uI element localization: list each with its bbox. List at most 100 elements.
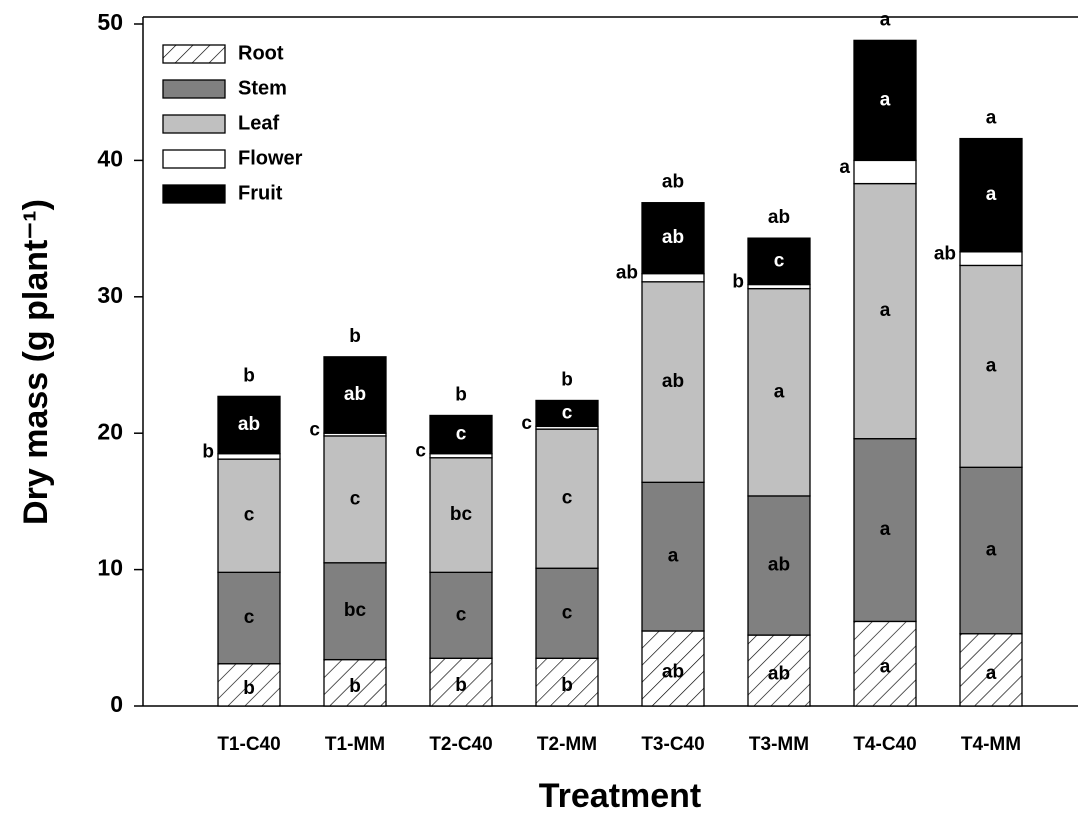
significance-letter: c xyxy=(456,604,467,625)
significance-letter: bc xyxy=(344,600,367,621)
significance-letter: c xyxy=(244,607,255,628)
y-tick-label: 20 xyxy=(97,418,123,444)
significance-letter: a xyxy=(774,381,785,402)
significance-letter: ab xyxy=(344,384,366,405)
legend-swatch xyxy=(162,79,226,99)
x-axis-label: Treatment xyxy=(539,777,702,814)
bar-segment xyxy=(641,272,705,283)
total-letter: b xyxy=(349,326,361,347)
bar-segment xyxy=(323,562,387,661)
significance-letter: ab xyxy=(662,662,684,683)
significance-letter: a xyxy=(880,89,891,110)
y-tick-label: 10 xyxy=(97,555,123,581)
significance-letter: ab xyxy=(662,227,684,248)
legend-label: Fruit xyxy=(238,182,283,204)
x-tick-label: T2-C40 xyxy=(429,734,492,755)
significance-letter: a xyxy=(668,546,679,567)
bar-segment xyxy=(217,571,281,665)
bar-segment xyxy=(429,571,493,659)
significance-letter: c xyxy=(562,402,573,423)
y-axis-label: Dry mass (g plant⁻¹) xyxy=(17,199,55,525)
legend-swatch xyxy=(162,184,226,204)
significance-letter: a xyxy=(839,157,850,178)
bar-segment xyxy=(429,414,493,455)
bar-segment xyxy=(217,453,281,460)
significance-letter: ab xyxy=(934,244,956,265)
x-tick-label: T3-C40 xyxy=(641,734,704,755)
significance-letter: b xyxy=(455,675,467,696)
bar-segment xyxy=(429,457,493,573)
legend-label: Root xyxy=(238,42,284,64)
x-tick-label: T3-MM xyxy=(749,734,809,755)
y-tick-label: 0 xyxy=(110,691,123,717)
significance-letter: a xyxy=(986,663,997,684)
significance-letter: c xyxy=(562,602,573,623)
significance-letter: a xyxy=(880,657,891,678)
significance-letter: a xyxy=(986,184,997,205)
x-tick-label: T4-MM xyxy=(961,734,1021,755)
legend-label: Stem xyxy=(238,77,287,99)
significance-letter: bc xyxy=(450,504,473,525)
total-letter: b xyxy=(455,384,467,405)
bar-segment xyxy=(641,481,705,632)
legend-swatch xyxy=(162,149,226,169)
legend-swatch xyxy=(162,44,226,64)
significance-letter: b xyxy=(349,676,361,697)
legend-swatch xyxy=(162,114,226,134)
significance-letter: ab xyxy=(238,414,260,435)
significance-letter: b xyxy=(732,272,744,293)
bar-segment xyxy=(853,159,917,185)
significance-letter: a xyxy=(986,540,997,561)
x-tick-label: T2-MM xyxy=(537,734,597,755)
significance-letter: b xyxy=(243,678,255,699)
legend-label: Flower xyxy=(238,147,303,169)
bar-segment xyxy=(641,630,705,707)
bar-segment xyxy=(853,438,917,623)
bar-segment xyxy=(641,281,705,483)
total-letter: b xyxy=(561,369,573,390)
significance-letter: ab xyxy=(768,664,790,685)
y-tick-label: 50 xyxy=(97,9,123,35)
significance-letter: b xyxy=(202,441,214,462)
bar-segment xyxy=(535,399,599,428)
x-tick-label: T1-C40 xyxy=(217,734,280,755)
x-tick-label: T4-C40 xyxy=(853,734,916,755)
bar-segment xyxy=(959,251,1023,267)
significance-letter: c xyxy=(456,424,467,445)
bar-segment xyxy=(429,657,493,707)
total-letter: ab xyxy=(662,172,684,193)
significance-letter: c xyxy=(774,250,785,271)
bar-segment xyxy=(959,137,1023,253)
significance-letter: ab xyxy=(662,371,684,392)
bar-segment xyxy=(959,466,1023,635)
significance-letter: c xyxy=(562,488,573,509)
significance-letter: ab xyxy=(616,263,638,284)
significance-letter: c xyxy=(415,441,426,462)
significance-letter: a xyxy=(880,300,891,321)
bar-segment xyxy=(641,202,705,275)
significance-letter: c xyxy=(244,505,255,526)
bar-segment xyxy=(747,287,811,497)
significance-letter: c xyxy=(309,420,320,441)
bar-segment xyxy=(853,39,917,162)
significance-letter: a xyxy=(880,519,891,540)
bar-segment xyxy=(747,237,811,286)
total-letter: b xyxy=(243,365,255,386)
bar-segment xyxy=(217,458,281,573)
y-tick-label: 40 xyxy=(97,145,123,171)
significance-letter: c xyxy=(521,413,532,434)
total-letter: a xyxy=(880,9,891,30)
legend-label: Leaf xyxy=(238,112,279,134)
significance-letter: ab xyxy=(768,555,790,576)
bar-segment xyxy=(217,395,281,455)
x-tick-label: T1-MM xyxy=(325,734,385,755)
bar-segment xyxy=(323,356,387,434)
bar-segment xyxy=(853,182,917,440)
total-letter: a xyxy=(986,108,997,129)
significance-letter: a xyxy=(986,355,997,376)
significance-letter: c xyxy=(350,488,361,509)
significance-letter: b xyxy=(561,675,573,696)
total-letter: ab xyxy=(768,207,790,228)
y-tick-label: 30 xyxy=(97,282,123,308)
